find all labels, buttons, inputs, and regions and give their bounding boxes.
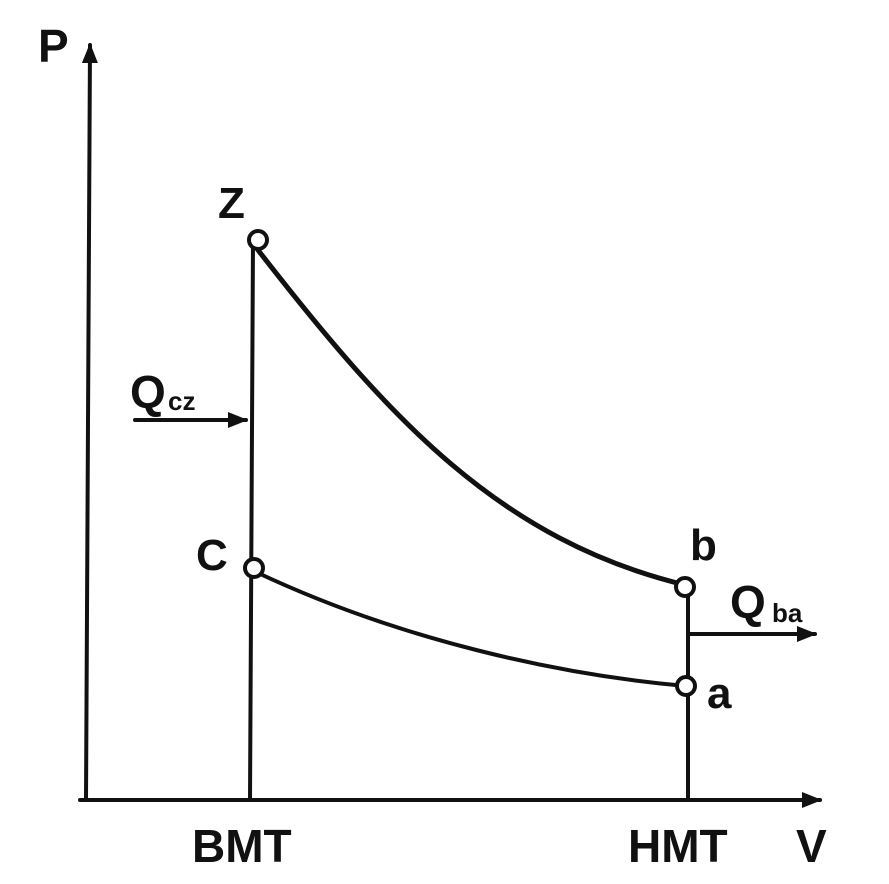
hmt-label: HMT <box>628 820 728 872</box>
qcz-label: Q <box>130 366 166 418</box>
p-axis <box>81 43 98 802</box>
qba-label: Q <box>730 576 766 628</box>
point-z-marker <box>247 229 269 251</box>
bmt-line <box>248 238 255 802</box>
p-axis-label: P <box>38 20 69 72</box>
qba-subscript: ba <box>772 598 803 628</box>
v-axis-label: V <box>796 820 827 872</box>
point-b-label: b <box>690 521 717 570</box>
point-b-marker <box>674 576 696 598</box>
point-z-label: Z <box>218 179 245 228</box>
point-c-marker <box>243 557 265 579</box>
bmt-label: BMT <box>192 820 292 872</box>
point-c-label: C <box>196 531 228 580</box>
expansion-curve <box>255 247 688 588</box>
point-a-marker <box>675 675 697 697</box>
qcz-subscript: cz <box>168 386 195 416</box>
compression-curve <box>254 570 688 688</box>
point-a-label: a <box>707 669 732 718</box>
